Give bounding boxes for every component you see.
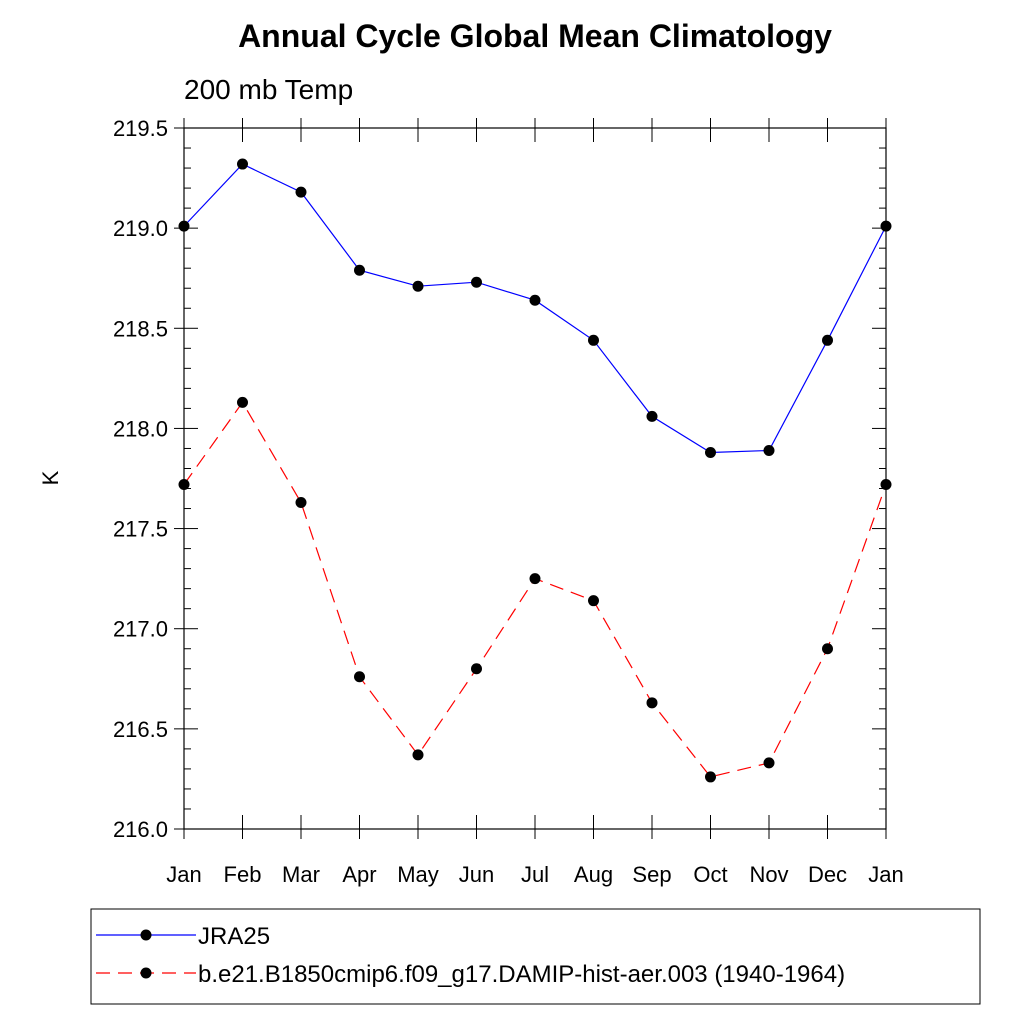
- series-1-point: [354, 264, 365, 276]
- series-1-point: [529, 294, 541, 306]
- legend: JRA25 b.e21.B1850cmip6.f09_g17.DAMIP-hist…: [90, 908, 981, 1005]
- series-layer: [178, 158, 892, 783]
- x-tick-label: Aug: [574, 862, 613, 887]
- series-1-point: [705, 446, 716, 458]
- y-tick-label: 218.5: [113, 316, 168, 341]
- x-tick-label: Feb: [224, 862, 262, 887]
- series-2-point: [412, 749, 424, 761]
- x-tick-label: Nov: [749, 862, 788, 887]
- legend-label-2: b.e21.B1850cmip6.f09_g17.DAMIP-hist-aer.…: [198, 961, 845, 988]
- series-2-point: [237, 396, 248, 408]
- plot-frame: [183, 127, 887, 830]
- series-1-point: [588, 334, 599, 346]
- series-line-1: [183, 163, 887, 454]
- x-tick-label: Oct: [693, 862, 727, 887]
- x-tick-label: Jul: [521, 862, 549, 887]
- y-tick-label: 217.5: [113, 517, 168, 542]
- x-tick-label: May: [397, 862, 439, 887]
- series-2-point: [295, 497, 307, 509]
- x-tick-label: Mar: [282, 862, 320, 887]
- series-2-point: [705, 771, 716, 783]
- x-tick-label: Jun: [459, 862, 494, 887]
- y-tick-label: 216.5: [113, 717, 168, 742]
- y-tick-label: 216.0: [113, 817, 168, 842]
- x-tick-label: Dec: [808, 862, 847, 887]
- series-2-point: [763, 757, 775, 769]
- y-tick-label: 219.5: [113, 116, 168, 141]
- x-tick-label: Apr: [342, 862, 376, 887]
- y-tick-label: 217.0: [113, 617, 168, 642]
- series-1-point: [295, 186, 307, 198]
- legend-marker-1: [140, 929, 152, 941]
- series-1-point: [237, 158, 248, 170]
- series-2-point: [354, 671, 365, 683]
- series-2-point: [646, 697, 658, 709]
- series-2-point: [588, 595, 599, 607]
- axis-ticks: 216.0 216.5 217.0 217.5 218.0 218.5 219.0 219.5…: [113, 116, 904, 887]
- y-tick-label: 219.0: [113, 216, 168, 241]
- x-tick-label: Sep: [632, 862, 671, 887]
- legend-box: [90, 908, 981, 1005]
- x-tick-label: Jan: [166, 862, 201, 887]
- y-axis-label: K: [38, 470, 63, 485]
- series-2-point: [529, 573, 541, 585]
- series-line-2: [183, 401, 887, 778]
- series-1-point: [646, 410, 658, 422]
- legend-entries: JRA25 b.e21.B1850cmip6.f09_g17.DAMIP-hist…: [96, 923, 845, 988]
- chart-subtitle: 200 mb Temp: [184, 74, 353, 105]
- series-1-point: [763, 444, 775, 456]
- series-2-point: [822, 643, 833, 655]
- series-1-point: [822, 334, 833, 346]
- chart-title: Annual Cycle Global Mean Climatology: [238, 18, 832, 54]
- legend-marker-2: [140, 967, 152, 979]
- series-1-point: [412, 280, 424, 292]
- series-2-point: [471, 663, 482, 675]
- x-tick-label: Jan: [868, 862, 903, 887]
- y-tick-label: 218.0: [113, 416, 168, 441]
- series-1-point: [471, 276, 482, 288]
- legend-label-1: JRA25: [198, 923, 270, 950]
